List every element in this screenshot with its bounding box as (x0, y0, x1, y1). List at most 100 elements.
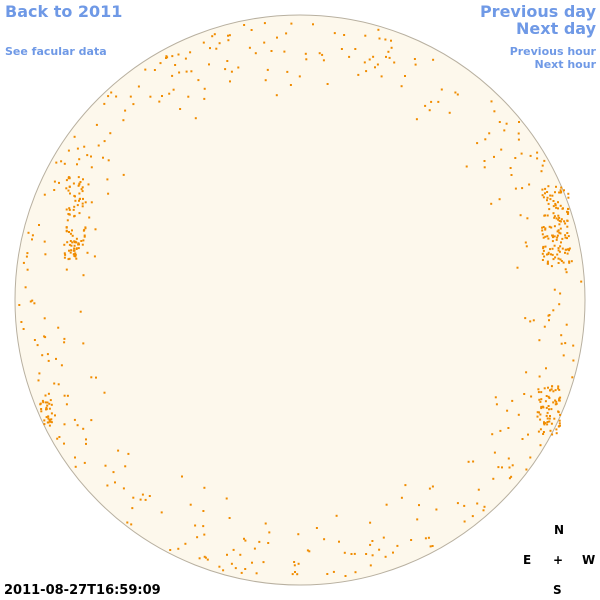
facula (72, 208, 75, 211)
facula (73, 194, 76, 197)
facula (189, 503, 192, 506)
previous-hour-link[interactable]: Previous hour (509, 45, 596, 58)
facula (264, 79, 267, 82)
facula (321, 53, 324, 56)
facula (323, 538, 326, 541)
facula (81, 202, 84, 205)
facula (572, 359, 575, 362)
facula (50, 421, 53, 424)
facula (50, 418, 53, 421)
facula (538, 398, 541, 401)
next-hour-link[interactable]: Next hour (534, 58, 597, 71)
facula (551, 385, 554, 388)
facula (558, 419, 561, 422)
sun-disk (14, 14, 586, 586)
facula (387, 50, 390, 53)
facula (95, 123, 98, 126)
facula (541, 188, 544, 191)
facula (520, 152, 523, 155)
facula (552, 205, 555, 208)
facula (427, 536, 430, 539)
facula (95, 376, 97, 379)
facula (73, 135, 76, 138)
facula (160, 511, 163, 514)
facula (544, 192, 546, 195)
facula (431, 545, 434, 547)
facula (33, 339, 36, 341)
facula (109, 132, 112, 135)
compass-west: W (582, 553, 596, 567)
facula (527, 433, 529, 436)
previous-day-link[interactable]: Previous day (479, 2, 596, 21)
facula (490, 100, 493, 103)
facula (529, 456, 532, 459)
facula (547, 185, 550, 188)
facula (560, 191, 563, 193)
facula (558, 223, 561, 226)
facula (49, 399, 52, 402)
facula (551, 194, 554, 197)
facula (557, 387, 560, 390)
facula (335, 514, 338, 517)
facula (554, 389, 557, 392)
facula (404, 484, 407, 487)
facula (81, 243, 84, 246)
facula (543, 422, 545, 425)
facula (559, 220, 562, 223)
facula (559, 189, 562, 192)
facula (560, 342, 563, 345)
facula (226, 553, 228, 556)
facula (354, 48, 357, 50)
facula (563, 189, 565, 192)
facula (83, 235, 86, 238)
faculae (18, 22, 583, 577)
facula (77, 247, 80, 250)
facula (491, 433, 494, 436)
facula (541, 229, 544, 232)
facula (90, 419, 93, 422)
facula (552, 236, 554, 239)
facula (90, 376, 93, 379)
facular-data-link[interactable]: See facular data (5, 45, 107, 58)
facula (181, 475, 183, 478)
back-link[interactable]: Back to 2011 (5, 2, 123, 21)
facula (258, 540, 261, 543)
facula (244, 568, 247, 570)
facula (215, 47, 218, 50)
facula (298, 75, 301, 78)
facula (203, 87, 206, 90)
facula (85, 442, 87, 445)
facula (165, 57, 167, 59)
facula (552, 212, 555, 215)
facula (566, 210, 568, 213)
facula (546, 235, 549, 238)
facula (510, 174, 513, 176)
facula (555, 206, 558, 209)
facula (548, 225, 551, 228)
facula (550, 422, 553, 425)
facula (55, 357, 57, 360)
facula (68, 208, 71, 211)
facula (297, 533, 300, 536)
facula (551, 240, 554, 243)
facula (497, 466, 500, 469)
facula (564, 234, 567, 237)
facula (541, 252, 544, 255)
facula (428, 109, 431, 112)
facula (240, 571, 243, 574)
facula (555, 432, 558, 435)
facula (41, 354, 44, 357)
facula (102, 156, 104, 159)
facula (67, 149, 70, 152)
facula (171, 74, 174, 77)
facula (22, 328, 25, 330)
facula (196, 536, 199, 539)
facula (558, 422, 561, 425)
next-day-link[interactable]: Next day (516, 19, 596, 38)
facula (333, 32, 336, 35)
facula (86, 251, 89, 254)
facula (565, 271, 568, 274)
facula (382, 536, 385, 539)
facula (543, 387, 546, 390)
facula (557, 249, 560, 252)
